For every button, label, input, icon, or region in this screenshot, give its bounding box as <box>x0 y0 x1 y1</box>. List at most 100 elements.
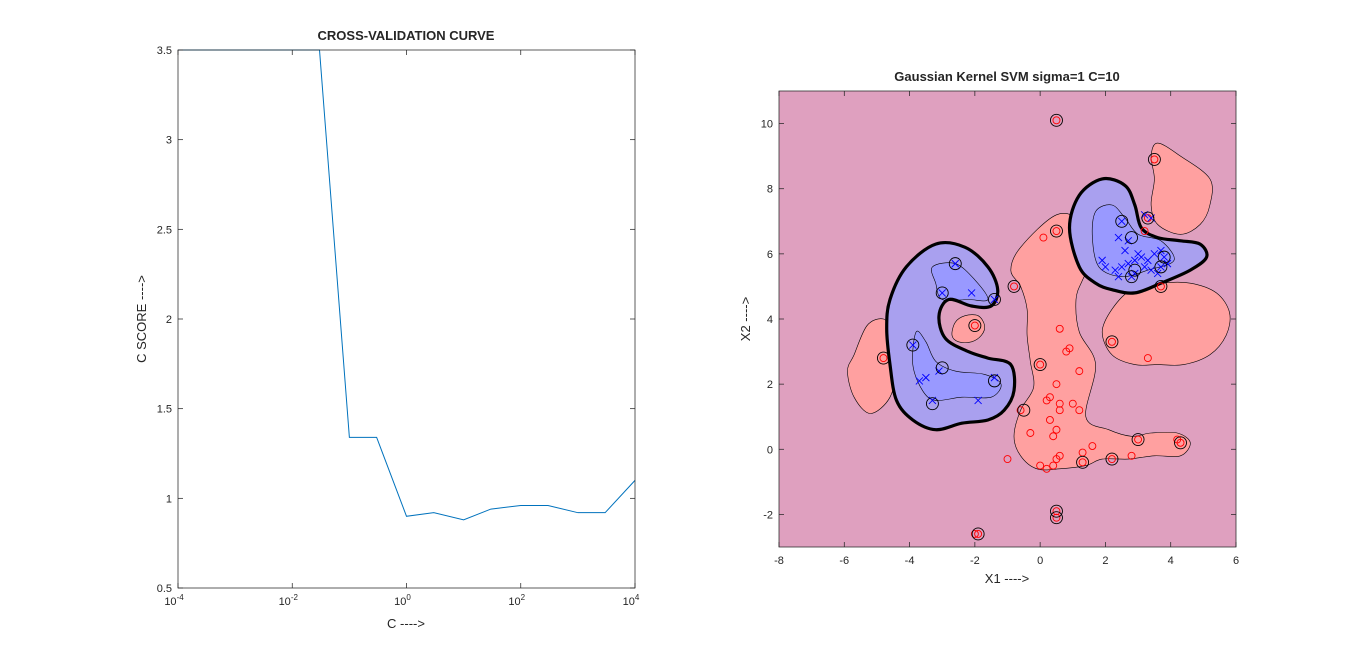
cv-ticks-group: 10-4 10-2 100 102 104 0.5 1 1.5 2 2.5 3 3.5 <box>157 45 640 608</box>
negative-point-stroke <box>1124 237 1133 245</box>
negative-point <box>1137 253 1146 261</box>
negative-point <box>1157 246 1165 255</box>
negative-point-stroke <box>1111 266 1120 274</box>
positive-point <box>1042 396 1051 405</box>
negative-point <box>922 373 930 382</box>
support-vector-ring <box>877 351 890 365</box>
positive-point <box>1010 282 1018 291</box>
negative-point-stroke <box>1147 266 1155 274</box>
svm-xtick-label: -8 <box>774 555 784 567</box>
negative-point <box>990 295 999 304</box>
positive-region <box>951 314 986 343</box>
negative-point <box>1157 263 1165 271</box>
negative-point <box>1117 217 1126 226</box>
positive-point <box>1049 432 1058 441</box>
negative-point <box>1117 263 1126 271</box>
support-vector-ring <box>1125 231 1138 245</box>
negative-point-stroke <box>1153 269 1162 278</box>
positive-point <box>1127 451 1136 460</box>
svm-xlabel: X1 ----> <box>985 571 1029 586</box>
negative-point-stroke <box>1137 253 1146 261</box>
support-vector-ring <box>987 293 1001 306</box>
svm-ytick-label: -2 <box>763 509 773 521</box>
positive-point <box>1134 435 1143 444</box>
negative-point <box>1140 263 1149 271</box>
positive-point <box>970 321 979 330</box>
negative-point <box>1114 272 1123 281</box>
negative-point <box>938 289 947 297</box>
negative-point-stroke <box>1160 253 1169 261</box>
negative-point-stroke <box>951 259 960 268</box>
positive-point <box>1108 455 1116 464</box>
cv-xtick-label: 104 <box>623 593 640 608</box>
negative-point-stroke <box>1101 263 1110 271</box>
cross-validation-chart: 10-4 10-2 100 102 104 0.5 1 1.5 2 2.5 3 3.5 CROSS-V… <box>134 28 640 631</box>
positive-point <box>1042 464 1051 473</box>
positive-point <box>1055 324 1064 333</box>
svm-xtick-label: -6 <box>839 555 849 567</box>
positive-point <box>1176 438 1185 447</box>
cv-ytick-label: 0.5 <box>157 583 172 595</box>
negative-point <box>1111 266 1120 274</box>
svm-xtick-label: -2 <box>970 555 980 567</box>
svm-ylabel: X2 ----> <box>738 297 753 341</box>
positive-point <box>1052 513 1061 522</box>
negative-point-stroke <box>1150 250 1159 258</box>
positive-point <box>1078 458 1087 467</box>
svm-xtick-label: -4 <box>905 555 915 567</box>
svm-boundaries-group <box>885 176 1209 432</box>
support-vector-ring <box>1147 152 1161 166</box>
svm-ytick-label: 4 <box>767 314 773 326</box>
negative-point <box>1150 250 1159 258</box>
negative-point-stroke <box>974 396 982 405</box>
negative-point-stroke <box>1117 217 1126 226</box>
positive-point <box>1065 344 1074 353</box>
positive-point <box>879 354 888 363</box>
cv-xtick-label: 10-4 <box>164 593 184 608</box>
negative-point <box>951 259 960 268</box>
positive-point <box>1003 455 1012 464</box>
negative-point-stroke <box>990 295 999 304</box>
negative-point-stroke <box>909 341 917 349</box>
positive-point <box>1075 406 1084 415</box>
positive-region <box>1150 142 1213 235</box>
support-vector-ring <box>1154 279 1168 293</box>
positive-point <box>1052 455 1061 464</box>
negative-point-stroke <box>1114 272 1123 281</box>
support-vector-ring <box>1050 504 1063 518</box>
positive-point <box>1068 399 1077 408</box>
positive-point <box>1150 155 1159 164</box>
negative-point-stroke <box>938 289 947 297</box>
positive-region <box>1101 281 1231 366</box>
positive-point <box>1039 233 1048 242</box>
negative-point-stroke <box>1163 259 1172 268</box>
positive-point <box>1052 507 1061 516</box>
svm-ticks-group: -8 -6 -4 -2 0 2 4 6 -2 0 2 4 6 8 10 <box>761 91 1239 567</box>
negative-point <box>1160 253 1169 261</box>
cv-plot-area <box>178 50 635 588</box>
negative-point <box>909 341 917 349</box>
svm-ytick-label: 0 <box>767 444 773 456</box>
negative-point-stroke <box>1140 263 1149 271</box>
svm-ytick-label: 6 <box>767 249 773 261</box>
support-vector-ring <box>1157 250 1171 264</box>
positive-point <box>1156 282 1165 291</box>
negative-core-region <box>912 330 1002 401</box>
svm-ytick-label: 8 <box>767 184 773 196</box>
cv-ytick-label: 1 <box>166 493 172 505</box>
negative-point-stroke <box>1098 256 1106 265</box>
negative-point <box>1153 269 1162 278</box>
decision-boundary <box>1067 176 1209 295</box>
support-vector-ring <box>948 257 962 271</box>
support-vector-ring <box>935 361 949 375</box>
positive-point <box>1049 461 1058 470</box>
support-vector-ring <box>1174 436 1187 450</box>
positive-point <box>1045 416 1054 424</box>
negative-point-stroke <box>967 289 976 297</box>
support-vector-ring <box>1128 263 1142 277</box>
positive-point <box>1026 429 1035 437</box>
negative-point <box>1130 256 1139 265</box>
positive-point <box>1052 380 1061 389</box>
svm-regions-group <box>847 142 1231 471</box>
cv-ytick-label: 3.5 <box>157 45 172 57</box>
